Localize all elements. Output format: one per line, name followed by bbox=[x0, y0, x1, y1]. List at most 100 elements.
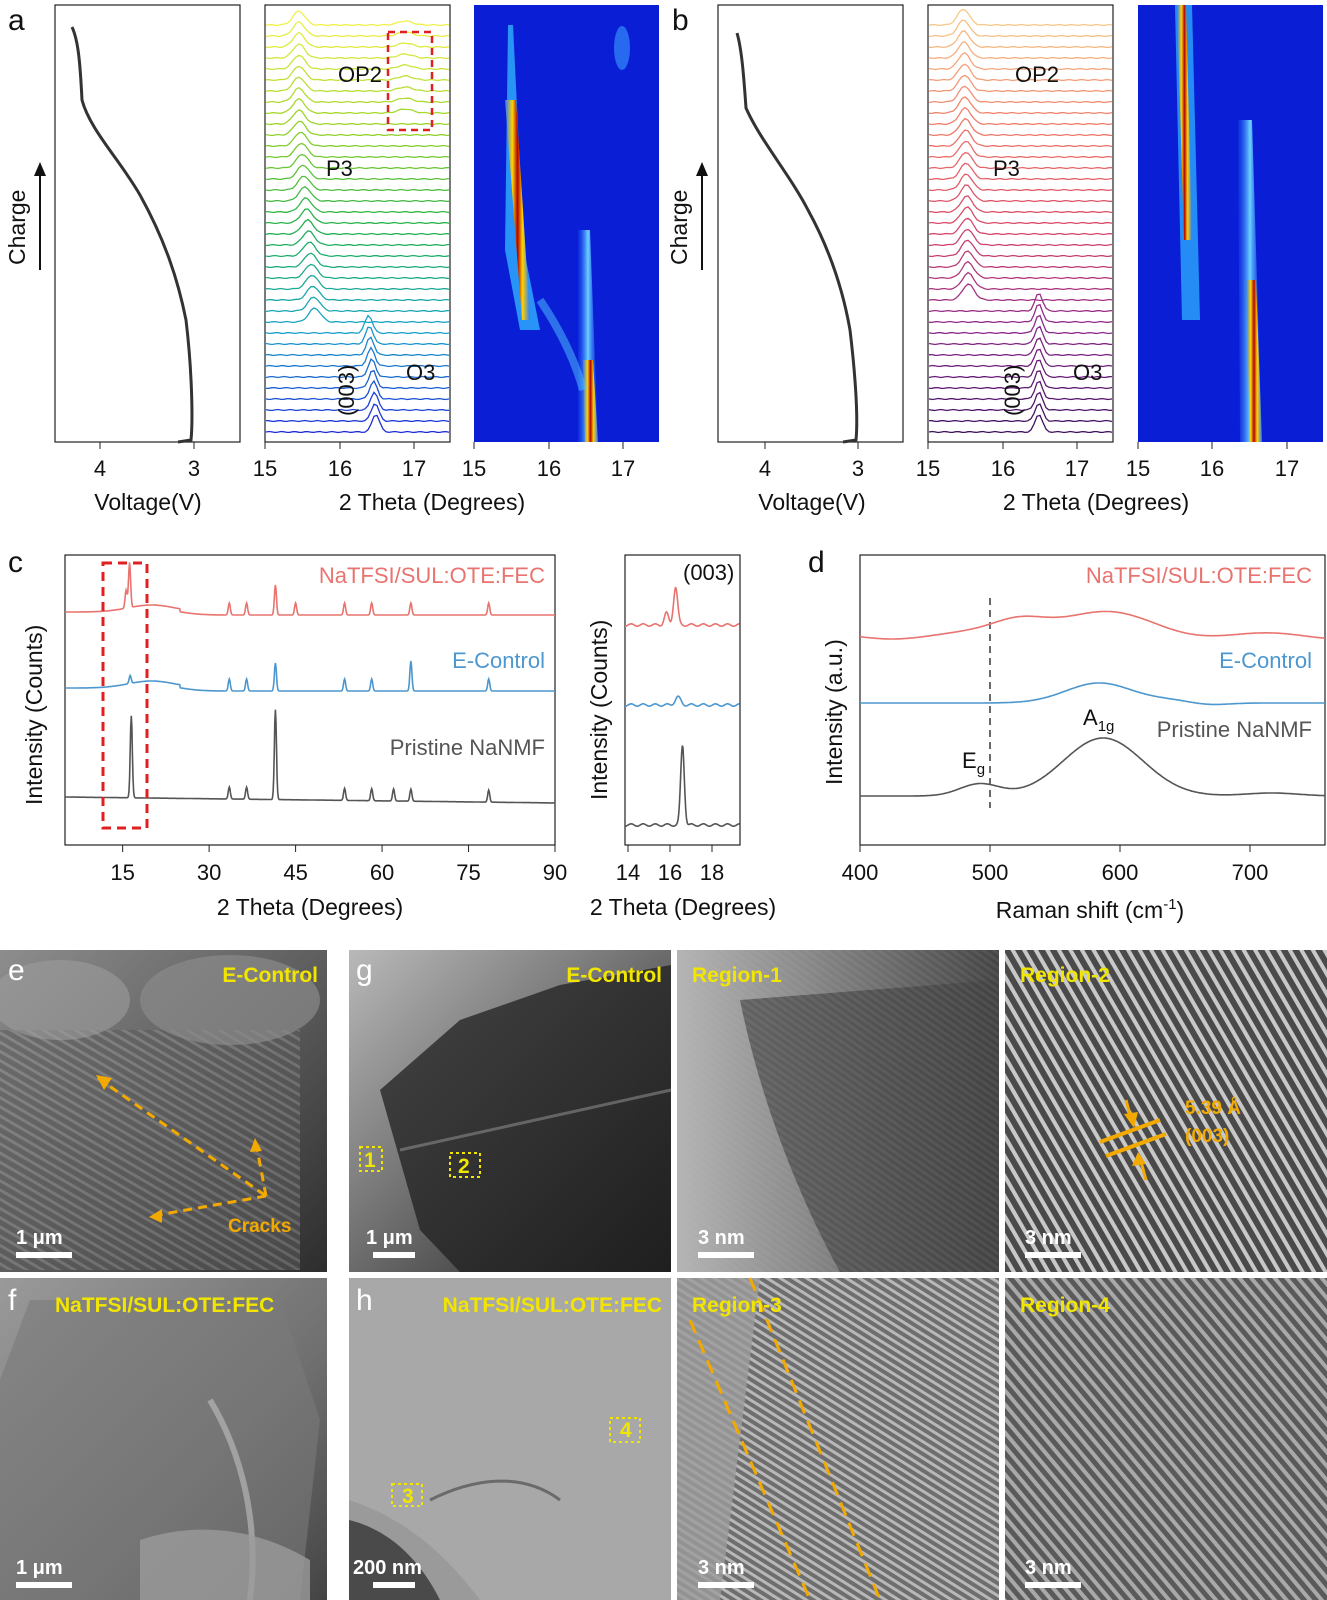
c-xtick-label: 45 bbox=[283, 860, 307, 885]
xrd-stack-trace bbox=[265, 230, 450, 247]
xrd-stack-trace bbox=[928, 217, 1113, 236]
xrd-xticks bbox=[927, 442, 1078, 449]
xrd-stack-trace bbox=[265, 131, 450, 148]
c-xtick-label: 15 bbox=[110, 860, 134, 885]
xrd-stack-frame bbox=[264, 4, 451, 443]
c-xtick-label: 60 bbox=[370, 860, 394, 885]
xrd-stack-trace bbox=[928, 206, 1113, 225]
crack-arrow bbox=[97, 1076, 267, 1198]
scale-bar bbox=[16, 1582, 72, 1588]
xrd-tick: 16 bbox=[328, 456, 352, 481]
lattice-spacing: 5.39 Å bbox=[1185, 1098, 1241, 1119]
xrd-stack-trace bbox=[265, 142, 450, 159]
phase-label-o3: O3 bbox=[406, 360, 435, 385]
scale-label: 200 nm bbox=[353, 1557, 422, 1579]
xrd-stack-trace bbox=[265, 208, 450, 225]
xrd-stack-trace bbox=[928, 228, 1113, 247]
xrd-stack-trace bbox=[928, 140, 1113, 159]
scale-bar bbox=[373, 1252, 415, 1258]
c-inset-ylabel: Intensity (Counts) bbox=[586, 620, 612, 800]
region-box-4 bbox=[609, 1417, 641, 1443]
c-inset-tick: 14 bbox=[616, 860, 640, 885]
c-xtick-label: 75 bbox=[456, 860, 480, 885]
xrd-stack-trace bbox=[928, 195, 1113, 214]
c-inset-series-line bbox=[625, 586, 740, 628]
c-xticks: 15 30 45 60 75 90 bbox=[110, 845, 567, 885]
xrd-stack-trace bbox=[265, 65, 450, 82]
xrd-stack-trace bbox=[928, 293, 1113, 313]
xrd-stack-trace bbox=[928, 403, 1113, 423]
heatmap-hot-band bbox=[505, 100, 530, 320]
xrd-heatmap bbox=[1138, 5, 1323, 442]
region-num: 3 bbox=[402, 1485, 414, 1508]
heatmap-tick: 16 bbox=[1200, 456, 1224, 481]
voltage-axis-title: Voltage(V) bbox=[94, 489, 201, 515]
xrd-stack-trace bbox=[265, 369, 450, 390]
op2-highlight-box bbox=[386, 30, 434, 132]
c-inset-peak-label: (003) bbox=[683, 560, 734, 585]
scale-label: 1 μm bbox=[366, 1227, 413, 1249]
xrd-stack-trace bbox=[265, 76, 450, 93]
image-g-title: E-Control bbox=[566, 964, 662, 987]
region-num: 1 bbox=[364, 1149, 376, 1172]
heatmap-tick: 17 bbox=[611, 456, 635, 481]
d-ylabel: Intensity (a.u.) bbox=[821, 639, 847, 785]
xrd-stack-trace bbox=[928, 74, 1113, 93]
xrd-stack-trace bbox=[265, 109, 450, 126]
c-highlight-box bbox=[101, 561, 149, 830]
region-box-2 bbox=[449, 1152, 481, 1178]
xrd-stack-trace bbox=[265, 296, 450, 313]
scale-label: 3 nm bbox=[1025, 1227, 1072, 1249]
xrd-stack-trace bbox=[265, 43, 450, 60]
crack-arrow bbox=[254, 1142, 268, 1197]
xrd-xticks bbox=[264, 442, 415, 449]
region-2-title: Region-2 bbox=[1020, 964, 1110, 987]
voltage-tick: 3 bbox=[852, 456, 864, 481]
d-plot-frame bbox=[859, 554, 1326, 846]
xrd-stack-trace bbox=[928, 239, 1113, 258]
phase-label-p3: P3 bbox=[326, 156, 353, 181]
phase-label-p3: P3 bbox=[993, 156, 1020, 181]
xrd-stack-trace bbox=[928, 41, 1113, 60]
image-h-title: NaTFSI/SUL:OTE:FEC bbox=[443, 1294, 662, 1317]
panel-d: d Intensity (a.u.) NaTFSI/SUL:OTE:FEC E-… bbox=[808, 546, 1326, 923]
c-inset-xticks bbox=[627, 845, 713, 852]
scale-bar bbox=[1025, 1252, 1081, 1258]
c-series-line bbox=[65, 660, 555, 692]
d-series-line bbox=[860, 737, 1325, 797]
xrd-stack-trace bbox=[928, 30, 1113, 49]
panel-c: c Intensity (Counts) NaTFSI/SUL:OTE:FEC … bbox=[8, 546, 776, 920]
xrd-stack-trace bbox=[928, 19, 1113, 38]
heatmap-hot-band bbox=[1246, 280, 1262, 442]
region-num: 2 bbox=[458, 1155, 470, 1178]
c-inset-series-line bbox=[625, 745, 740, 828]
xrd-tick: 16 bbox=[991, 456, 1015, 481]
charge-label: Charge bbox=[666, 190, 692, 265]
image-e-title: E-Control bbox=[222, 964, 318, 987]
d-raman-curves bbox=[859, 610, 1326, 797]
xrd-stack-trace bbox=[928, 152, 1113, 170]
xrd-stack-curves bbox=[265, 10, 450, 434]
xrd-stack-trace bbox=[928, 337, 1113, 357]
xrd-stack-trace bbox=[928, 348, 1113, 368]
scale-label: 3 nm bbox=[698, 1227, 745, 1249]
scale-bar bbox=[698, 1582, 754, 1588]
d-series-label: NaTFSI/SUL:OTE:FEC bbox=[1086, 563, 1312, 588]
heatmap-xticks bbox=[1137, 442, 1288, 449]
xrd-axis-title: 2 Theta (Degrees) bbox=[1003, 489, 1189, 515]
xrd-stack-trace bbox=[928, 260, 1113, 280]
xrd-stack-trace bbox=[928, 117, 1113, 137]
region-box-3 bbox=[391, 1483, 423, 1507]
xrd-stack-trace bbox=[265, 20, 450, 38]
xrd-stack-trace bbox=[265, 414, 450, 434]
crack-arrow bbox=[151, 1194, 267, 1218]
xrd-stack-curves bbox=[928, 8, 1113, 434]
voltage-axis-title: Voltage(V) bbox=[758, 489, 865, 515]
xrd-stack-trace bbox=[928, 250, 1113, 269]
xrd-stack-trace bbox=[928, 52, 1113, 71]
voltage-curve bbox=[70, 26, 194, 444]
xrd-stack-trace bbox=[265, 153, 450, 170]
xrd-stack-trace bbox=[265, 252, 450, 269]
d-tick: 700 bbox=[1232, 860, 1269, 885]
xrd-tick: 17 bbox=[402, 456, 426, 481]
